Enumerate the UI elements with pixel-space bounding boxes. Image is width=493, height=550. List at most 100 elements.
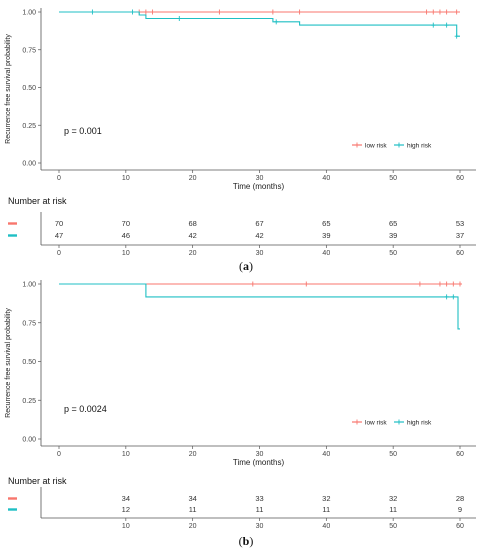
risk-count: 11 <box>256 505 264 514</box>
censor-mark <box>143 9 148 15</box>
censor-mark <box>431 22 436 28</box>
x-axis-label: Time (months) <box>233 182 285 191</box>
series-line-high-risk <box>59 283 460 330</box>
panel-letter: a <box>243 259 249 273</box>
risk-table-tick-label: 30 <box>256 523 264 530</box>
panel-paren-open: ( <box>239 259 243 273</box>
censor-mark <box>424 9 429 15</box>
x-tick-label: 30 <box>256 175 264 182</box>
risk-count: 12 <box>122 505 130 514</box>
x-tick-label: 20 <box>189 175 197 182</box>
x-tick-label: 20 <box>189 451 197 458</box>
legend-label: low risk <box>365 419 387 426</box>
censor-mark <box>444 294 449 300</box>
y-tick-label: 1.00 <box>22 282 36 289</box>
censor-mark <box>444 9 449 15</box>
censor-mark <box>130 9 135 15</box>
risk-table-title: Number at risk <box>8 196 67 206</box>
risk-count: 11 <box>189 505 197 514</box>
censor-mark <box>444 281 449 287</box>
legend-label: high risk <box>407 142 432 149</box>
risk-table-tick-label: 10 <box>122 523 130 530</box>
y-tick-label: 0.25 <box>22 123 36 130</box>
censor-mark <box>454 33 459 39</box>
x-tick-label: 0 <box>57 451 61 458</box>
risk-table-tick-label: 20 <box>189 523 197 530</box>
censor-mark <box>297 9 302 15</box>
panel-paren-open: ( <box>239 534 243 548</box>
censor-mark <box>417 281 422 287</box>
censor-mark <box>458 281 462 287</box>
risk-count: 11 <box>322 505 330 514</box>
y-tick-label: 0.25 <box>22 398 36 405</box>
risk-table-tick-label: 60 <box>456 523 464 530</box>
series-line-high-risk <box>59 11 460 37</box>
panel-paren-close: ) <box>249 534 253 548</box>
legend-label: low risk <box>365 142 387 149</box>
chart-panel-b: 0.00 0.25 0.50 0.75 1.00 0 10 20 30 40 50 60 Time (m… <box>5 280 476 548</box>
censor-mark <box>250 281 255 287</box>
risk-count: 34 <box>188 494 196 503</box>
x-tick-label: 60 <box>456 175 464 182</box>
risk-count: 42 <box>188 231 196 240</box>
censor-mark <box>451 294 456 300</box>
risk-count: 28 <box>456 494 464 503</box>
x-tick-label: 0 <box>57 175 61 182</box>
censor-mark <box>444 22 449 28</box>
panel-label: (b) <box>239 534 254 548</box>
y-tick-label: 0.75 <box>22 47 36 54</box>
censor-mark <box>451 281 456 287</box>
legend-label: high risk <box>407 419 432 426</box>
y-tick-label: 0.50 <box>22 359 36 366</box>
censor-mark <box>304 281 309 287</box>
censor-mark <box>454 9 459 15</box>
x-tick-label: 30 <box>256 451 264 458</box>
x-tick-label: 60 <box>456 451 464 458</box>
risk-count: 42 <box>255 231 263 240</box>
y-tick-label: 0.00 <box>22 437 36 444</box>
risk-table-title: Number at risk <box>8 476 67 486</box>
risk-count: 39 <box>322 231 330 240</box>
risk-count: 68 <box>188 219 196 228</box>
risk-table-tick-label: 50 <box>389 523 397 530</box>
x-tick-label: 40 <box>322 451 330 458</box>
censor-mark <box>217 9 222 15</box>
risk-count: 65 <box>389 219 397 228</box>
risk-count: 32 <box>322 494 330 503</box>
risk-table-tick-label: 40 <box>322 523 330 530</box>
risk-count: 9 <box>458 505 462 514</box>
risk-count: 32 <box>389 494 397 503</box>
risk-count: 11 <box>389 505 397 514</box>
y-tick-label: 0.75 <box>22 320 36 327</box>
risk-count: 34 <box>122 494 130 503</box>
censor-mark <box>431 9 436 15</box>
risk-count: 33 <box>255 494 263 503</box>
y-tick-label: 0.00 <box>22 161 36 168</box>
risk-count: 70 <box>55 219 63 228</box>
risk-table-tick-label: 10 <box>122 250 130 257</box>
risk-count: 67 <box>255 219 263 228</box>
x-axis-label: Time (months) <box>233 458 285 467</box>
risk-table-tick-label: 50 <box>389 250 397 257</box>
censor-mark <box>150 9 155 15</box>
risk-table-tick-label: 60 <box>456 250 464 257</box>
censor-mark <box>437 9 442 15</box>
y-tick-label: 1.00 <box>22 10 36 17</box>
risk-count: 70 <box>122 219 130 228</box>
risk-count: 53 <box>456 219 464 228</box>
y-axis-label: Recurrence free survival probability <box>5 308 12 418</box>
risk-count: 39 <box>389 231 397 240</box>
p-value-label: p = 0.0024 <box>64 404 107 414</box>
risk-table-tick-label: 40 <box>322 250 330 257</box>
chart-panel-a: 0.00 0.25 0.50 0.75 1.00 0 10 20 30 40 50 60 Time (m… <box>5 8 476 273</box>
panel-letter: b <box>243 534 250 548</box>
panel-label: (a) <box>239 259 253 273</box>
x-tick-label: 10 <box>122 451 130 458</box>
x-tick-label: 50 <box>389 175 397 182</box>
censor-mark <box>274 19 279 25</box>
x-tick-label: 40 <box>322 175 330 182</box>
x-tick-label: 10 <box>122 175 130 182</box>
censor-mark <box>270 9 275 15</box>
censor-mark <box>177 15 182 21</box>
